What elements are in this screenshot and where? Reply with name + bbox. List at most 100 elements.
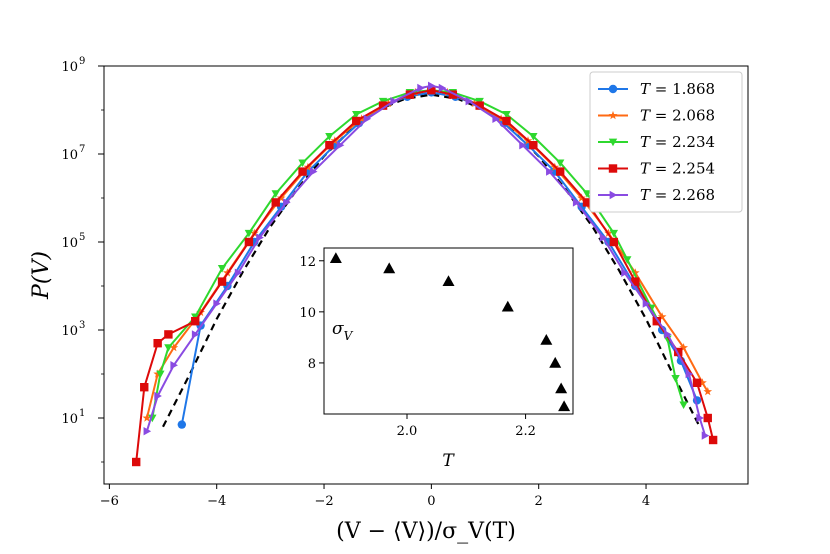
series-point [679,343,688,352]
series-point [609,237,619,247]
series-point [555,167,565,176]
series-point [156,370,165,379]
series-point [325,133,334,141]
series-point [572,198,581,207]
y-axis-label: P(V) [29,251,54,300]
legend-marker [608,138,618,147]
series-point [309,167,318,176]
x-tick-label: −4 [207,494,226,509]
inset-point [549,356,562,368]
series-point [271,190,280,198]
inset-plot-area [324,248,573,414]
series-point [234,268,243,277]
series-point [703,413,712,423]
legend-label: T = 2.268 [640,186,715,204]
series-point [298,167,307,176]
y-tick-exponent: 3 [79,320,85,331]
series-point [631,277,640,286]
inset-y-axis-ticks: 8 10 12 [299,255,324,372]
series-point [599,233,608,242]
series-point [217,277,227,286]
series-point [465,97,474,106]
inset-x-axis-label: T [442,451,455,471]
legend-entry: T = 2.068 [598,107,715,125]
series-point [417,83,425,93]
legend-entry: T = 1.868 [598,80,715,98]
series-point [244,229,254,238]
series-point [696,413,704,423]
series-point [475,101,484,110]
inset-point [555,382,568,394]
series-point [621,268,629,277]
series-point [428,81,436,90]
series-point [378,101,388,110]
inset-x-tick-label: 2.2 [515,424,536,439]
series-point [140,383,149,392]
series-point [438,83,447,93]
x-tick-label: 2 [535,494,543,509]
inset-y-axis-label: σV [332,319,354,343]
y-tick-label: 10 [61,412,78,427]
series-point [652,317,661,326]
inset-point [383,262,396,274]
gaussian-reference-curve [162,93,701,428]
series-point [283,198,291,207]
series-point [703,387,713,396]
main-plot-frame [103,65,749,485]
series-point [405,90,415,99]
series-point [664,330,672,339]
inset-x-axis-ticks: 2.0 2.2 [397,414,536,439]
series-point [363,114,372,123]
x-tick-label: 0 [427,494,435,509]
series-point [502,111,511,119]
series-point [213,299,221,308]
series-point [164,344,173,352]
legend-entry: T = 2.268 [598,186,715,204]
series-point [623,256,632,264]
legend-entries: T = 1.868 T = 2.068 T = 2.234 T = 2.254 T = … [598,80,715,204]
gaussian-curve-line [162,93,701,428]
series-point [298,159,307,167]
series-line [180,91,698,425]
series-point [609,229,619,238]
y-tick-exponent: 1 [79,408,85,419]
series-point [148,414,157,423]
series-point [143,427,152,436]
series-point [698,378,707,387]
series-point [170,361,178,370]
series-point [679,401,688,409]
series-point [352,111,361,119]
legend-label: T = 2.254 [640,160,715,178]
series-point [685,369,694,379]
legend-box [589,71,743,213]
series-point [657,312,667,321]
series-point [546,167,554,176]
legend: T = 1.868 T = 2.068 T = 2.234 T = 2.254 T = … [589,71,743,213]
series-point [336,141,345,150]
series-point [154,391,162,401]
series-point [271,198,280,207]
series-point [529,133,538,141]
legend-label: T = 2.234 [640,133,715,151]
series-point [427,86,436,95]
series-point [153,369,163,378]
x-tick-label: 4 [642,494,650,509]
series-point [492,114,500,123]
legend-label: T = 1.868 [640,80,715,98]
series-point [217,265,227,273]
y-tick-label: 10 [61,236,78,251]
inset-y-tick-label: 12 [299,255,316,270]
inset-point [540,333,553,345]
series-point [177,420,187,429]
series-point [325,141,334,150]
series-point [352,116,361,126]
inset-point [501,300,514,312]
inset-points-layer [329,252,571,412]
legend-marker [608,84,618,94]
series-point [519,141,527,150]
y-tick-exponent: 5 [79,232,85,243]
series-point [692,378,702,387]
series-4 [143,81,710,440]
inset-point [442,275,455,286]
